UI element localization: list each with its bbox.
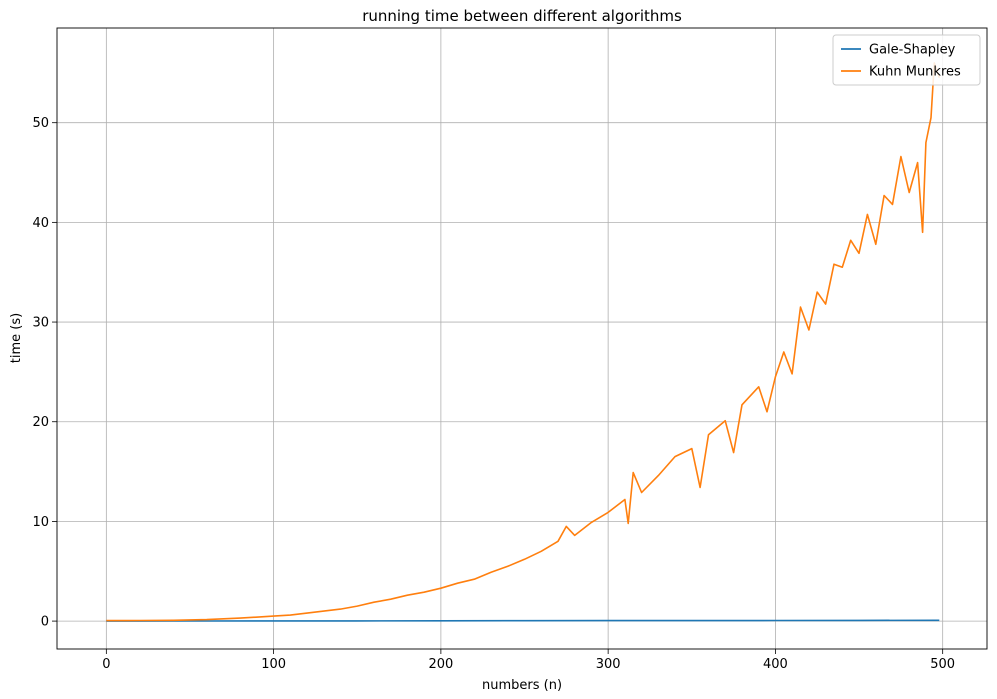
y-tick-label: 30 bbox=[32, 316, 49, 331]
legend-box bbox=[832, 34, 981, 86]
y-axis-label: time (s) bbox=[9, 313, 24, 363]
series-line-kuhn-munkres bbox=[106, 62, 941, 622]
y-tick-label: 50 bbox=[32, 116, 49, 131]
x-axis-label: numbers (n) bbox=[482, 678, 562, 693]
axis-ticks: 0 100 200 300 400 500 0 10 20 30 40 50 bbox=[32, 116, 955, 672]
series-group bbox=[106, 62, 941, 622]
y-tick-label: 40 bbox=[32, 216, 49, 231]
legend-label: Gale-Shapley bbox=[869, 43, 956, 58]
grid-lines bbox=[57, 28, 987, 649]
legend-label: Kuhn Munkres bbox=[869, 65, 961, 80]
y-tick-label: 0 bbox=[41, 615, 49, 630]
plot-frame bbox=[56, 27, 988, 650]
x-tick-label: 300 bbox=[596, 657, 621, 672]
legend: Gale-Shapley Kuhn Munkres bbox=[832, 34, 981, 86]
x-tick-label: 100 bbox=[261, 657, 286, 672]
series-line-gale-shapley bbox=[106, 619, 940, 622]
y-tick-label: 10 bbox=[32, 515, 49, 530]
x-tick-label: 400 bbox=[763, 657, 788, 672]
y-tick-label: 20 bbox=[32, 415, 49, 430]
x-tick-label: 200 bbox=[428, 657, 453, 672]
chart-title: running time between different algorithm… bbox=[362, 7, 682, 25]
x-tick-label: 500 bbox=[930, 657, 955, 672]
x-tick-label: 0 bbox=[102, 657, 110, 672]
